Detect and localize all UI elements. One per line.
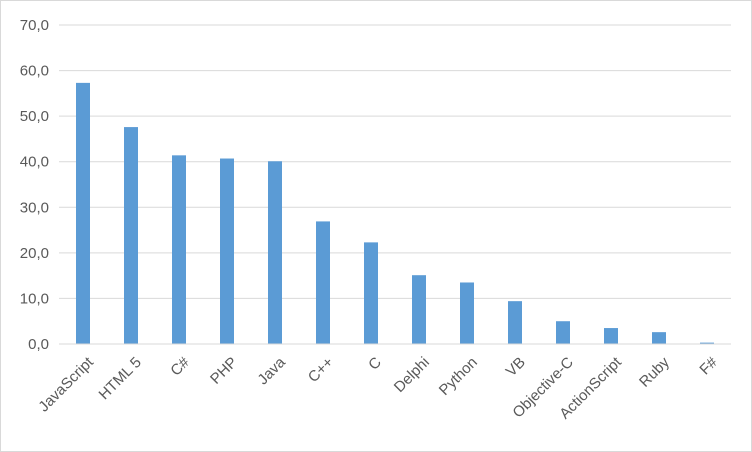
x-tick-label: C#	[167, 353, 193, 379]
bar-c	[364, 242, 378, 344]
x-tick-label: Java	[254, 353, 289, 388]
y-axis-ticks: 0,0 10,0 20,0 30,0 40,0 50,0 60,0 70,0	[20, 17, 49, 353]
y-tick-label: 70,0	[20, 17, 49, 34]
gridlines	[59, 24, 731, 299]
bar-c-	[316, 221, 330, 344]
bar-php	[220, 158, 234, 344]
y-tick-label: 40,0	[20, 154, 49, 171]
bar-c-	[172, 155, 186, 344]
bar-delphi	[412, 275, 426, 344]
bar-actionscript	[604, 328, 618, 344]
bar-vb	[508, 301, 522, 344]
y-tick-label: 50,0	[20, 108, 49, 125]
y-tick-label: 20,0	[20, 245, 49, 262]
y-tick-label: 10,0	[20, 290, 49, 307]
y-tick-label: 0,0	[28, 336, 49, 353]
x-tick-label: PHP	[207, 354, 241, 388]
x-tick-label: Ruby	[636, 354, 673, 391]
x-tick-label: Python	[436, 354, 481, 399]
bar-ruby	[652, 332, 666, 344]
bar-html-5	[124, 127, 138, 344]
y-tick-label: 60,0	[20, 63, 49, 80]
bar-python	[460, 282, 474, 344]
x-tick-label: HTML 5	[96, 354, 145, 403]
bar-objective-c	[556, 321, 570, 344]
bars	[76, 82, 714, 344]
x-tick-label: VB	[503, 354, 529, 380]
x-tick-label: C++	[305, 354, 337, 386]
y-tick-label: 30,0	[20, 199, 49, 216]
bar-java	[268, 161, 282, 344]
x-tick-label: F#	[696, 353, 721, 378]
bar-javascript	[76, 82, 90, 344]
x-tick-label: Delphi	[391, 354, 433, 396]
x-tick-label: C	[365, 354, 385, 374]
x-tick-label: JavaScript	[35, 353, 97, 415]
bar-f-	[700, 342, 714, 344]
